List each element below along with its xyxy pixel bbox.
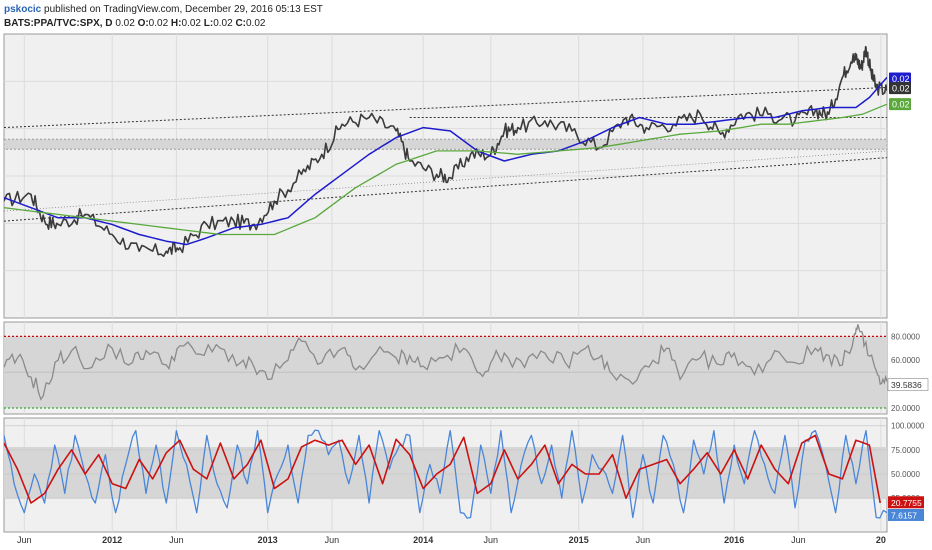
stoch-last-tag-0 [888, 496, 924, 509]
price-tag-label-2: 0.02 [892, 100, 910, 110]
x-tick-6: Jun [484, 535, 499, 545]
series-stoch-d [4, 434, 881, 504]
x-tick-1: 2012 [102, 535, 122, 545]
x-tick-0: Jun [17, 535, 32, 545]
x-tick-5: 2014 [413, 535, 433, 545]
stoch-tick-1: 75.0000 [891, 446, 920, 455]
support-zone [3, 138, 888, 150]
lower-channel-line [3, 157, 888, 222]
publish-line: pskocic published on TradingView.com, De… [4, 4, 323, 15]
price-tag-0 [889, 72, 911, 85]
x-tick-9: 2016 [724, 535, 744, 545]
ohlc-line: BATS:PPA/TVC:SPX, D 0.02 O:0.02 H:0.02 L… [4, 18, 265, 29]
chart-canvas[interactable]: 0.020.020.0280.000060.000020.000039.5836… [0, 32, 932, 550]
open-label: O: [137, 18, 149, 29]
price-tag-label-1: 0.02 [892, 84, 910, 94]
stoch-tick-2: 50.0000 [891, 470, 920, 479]
rsi-tick-2: 20.0000 [891, 404, 920, 413]
axis-labels: 0.020.020.0280.000060.000020.000039.5836… [17, 72, 929, 545]
rsi-series-group [4, 324, 887, 409]
price-tag-1 [889, 82, 911, 95]
open-value: 0.02 [148, 18, 169, 29]
series-price [4, 45, 887, 257]
x-tick-3: 2013 [258, 535, 278, 545]
rsi-last-tag [887, 378, 929, 391]
rsi-tick-1: 60.0000 [891, 356, 920, 365]
x-tick-7: 2015 [569, 535, 589, 545]
stoch-tick-0: 100.0000 [891, 422, 925, 431]
low-value: 0.02 [213, 18, 233, 29]
price-tag-2 [889, 98, 911, 111]
rsi-tick-0: 80.0000 [891, 332, 920, 341]
upper-channel-line [3, 86, 888, 129]
stochastic-series-group [4, 425, 887, 519]
author-link[interactable]: pskocic [4, 4, 42, 15]
series-rsi [4, 324, 887, 401]
x-tick-11: 20 [876, 535, 886, 545]
close-value: 0.02 [246, 18, 266, 29]
x-tick-8: Jun [636, 535, 651, 545]
close-label: C: [235, 18, 246, 29]
chart-annotations [3, 86, 888, 222]
symbol-label[interactable]: BATS:PPA/TVC:SPX, D [4, 18, 113, 29]
stoch-last-label-1: 7.6157 [891, 510, 917, 520]
high-label: H: [170, 18, 182, 29]
stoch-last-tag-1 [888, 508, 924, 521]
chart-header: pskocic published on TradingView.com, De… [4, 2, 924, 32]
series-ma-fast [4, 76, 887, 246]
mid-channel-line [3, 150, 888, 212]
high-value: 0.02 [181, 18, 201, 29]
price-series-group [4, 45, 887, 257]
x-tick-4: Jun [325, 535, 340, 545]
stoch-last-label-0: 20.7755 [891, 498, 922, 508]
x-tick-2: Jun [169, 535, 184, 545]
last-value: 0.02 [115, 18, 135, 29]
published-text: published on TradingView.com, December 2… [44, 4, 323, 15]
series-ma-slow [4, 103, 887, 236]
low-label: L: [203, 18, 214, 29]
series-stoch-k [4, 429, 887, 519]
price-tag-label-0: 0.02 [892, 74, 910, 84]
x-tick-10: Jun [791, 535, 806, 545]
rsi-last-label: 39.5836 [891, 380, 922, 390]
